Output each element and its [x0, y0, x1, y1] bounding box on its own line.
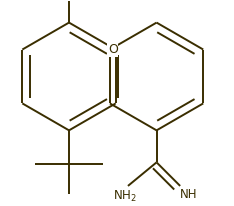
Text: NH$_2$: NH$_2$ [113, 189, 136, 204]
Text: NH: NH [180, 188, 197, 201]
Text: O: O [108, 43, 118, 56]
